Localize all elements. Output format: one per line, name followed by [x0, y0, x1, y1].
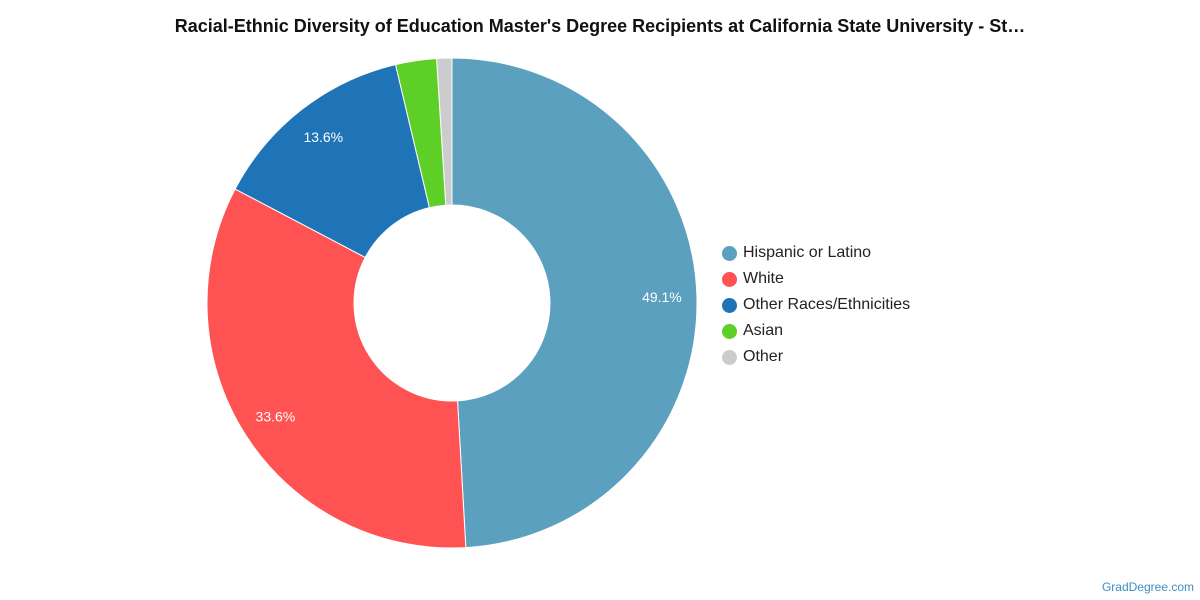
legend-label: Hispanic or Latino — [743, 244, 872, 261]
slice-label-other-races-ethnicities: 13.6% — [303, 129, 343, 145]
legend-swatch — [722, 349, 737, 365]
watermark: GradDegree.com — [1101, 580, 1194, 594]
chart-title: Racial-Ethnic Diversity of Education Mas… — [174, 16, 1026, 36]
slice-other — [436, 57, 453, 206]
legend-item-asian[interactable]: Asian — [722, 318, 910, 344]
legend-item-white[interactable]: White — [722, 266, 910, 292]
legend-item-other-races-ethnicities[interactable]: Other Races/Ethnicities — [722, 292, 910, 318]
legend-label: Asian — [743, 322, 784, 339]
legend-label: Other Races/Ethnicities — [743, 296, 911, 313]
legend-swatch — [722, 245, 737, 261]
legend-swatch — [722, 297, 737, 313]
legend-item-hispanic-or-latino[interactable]: Hispanic or Latino — [722, 240, 910, 266]
legend-swatch — [722, 271, 737, 287]
slice-label-white: 33.6% — [256, 409, 296, 425]
legend-label: Other — [743, 348, 784, 365]
legend-label: White — [743, 270, 784, 287]
legend-swatch — [722, 323, 737, 339]
legend-item-other[interactable]: Other — [722, 344, 910, 370]
slice-white — [206, 188, 467, 549]
slice-hispanic-or-latino — [451, 57, 698, 549]
slice-label-hispanic-or-latino: 49.1% — [642, 289, 682, 305]
slice-other-races-ethnicities — [234, 63, 431, 259]
chart-legend: Hispanic or Latino White Other Races/Ethni… — [722, 240, 910, 370]
